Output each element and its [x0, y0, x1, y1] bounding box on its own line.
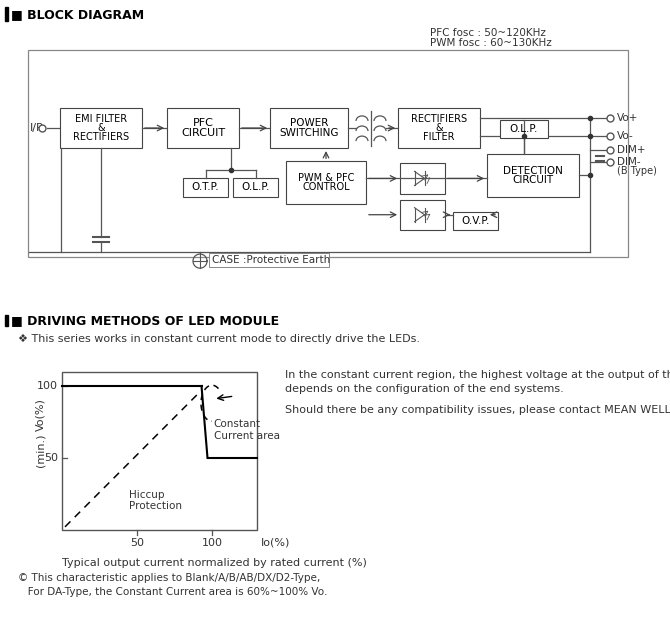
Bar — [233, 178, 278, 197]
Text: &: & — [97, 123, 105, 133]
Bar — [487, 154, 579, 197]
Text: POWER: POWER — [290, 118, 328, 128]
Text: PWM fosc : 60~130KHz: PWM fosc : 60~130KHz — [430, 38, 552, 48]
Text: EMI FILTER: EMI FILTER — [75, 114, 127, 124]
Text: PFC: PFC — [192, 118, 214, 128]
Bar — [400, 199, 445, 230]
Text: © This characteristic applies to Blank/A/B/AB/DX/D2-Type,: © This characteristic applies to Blank/A… — [18, 573, 320, 583]
Text: depends on the configuration of the end systems.: depends on the configuration of the end … — [285, 384, 563, 394]
Text: In the constant current region, the highest voltage at the output of the driver: In the constant current region, the high… — [285, 369, 670, 379]
Text: ❖ This series works in constant current mode to directly drive the LEDs.: ❖ This series works in constant current … — [18, 334, 420, 344]
Text: Vo-: Vo- — [617, 131, 634, 141]
Text: O.T.P.: O.T.P. — [192, 182, 219, 192]
Bar — [28, 51, 628, 257]
Bar — [500, 120, 548, 138]
Text: CONTROL: CONTROL — [302, 182, 350, 192]
Text: Typical output current normalized by rated current (%): Typical output current normalized by rat… — [62, 558, 367, 568]
Text: Should there be any compatibility issues, please contact MEAN WELL.: Should there be any compatibility issues… — [285, 404, 670, 414]
Text: RECTIFIERS: RECTIFIERS — [73, 132, 129, 142]
Text: (min.): (min.) — [35, 434, 45, 468]
Bar — [62, 372, 257, 530]
Text: 50: 50 — [130, 538, 144, 548]
Text: (B Type): (B Type) — [617, 166, 657, 176]
Text: CIRCUIT: CIRCUIT — [513, 175, 553, 185]
Text: ■ DRIVING METHODS OF LED MODULE: ■ DRIVING METHODS OF LED MODULE — [11, 314, 279, 327]
Text: ■ BLOCK DIAGRAM: ■ BLOCK DIAGRAM — [11, 8, 144, 21]
Text: CASE :Protective Earth: CASE :Protective Earth — [212, 255, 330, 265]
Text: Vo(%): Vo(%) — [35, 398, 45, 431]
Text: DIM-: DIM- — [617, 158, 641, 168]
Text: Io(%): Io(%) — [261, 538, 290, 548]
Bar — [209, 253, 329, 267]
Bar — [400, 163, 445, 194]
Bar — [453, 212, 498, 230]
Text: O.V.P.: O.V.P. — [462, 216, 490, 226]
Text: DIM+: DIM+ — [617, 145, 645, 155]
Bar — [270, 108, 348, 148]
Text: CIRCUIT: CIRCUIT — [181, 128, 225, 138]
Bar — [167, 108, 239, 148]
Bar — [60, 108, 142, 148]
Text: DETECTION: DETECTION — [503, 166, 563, 176]
Text: FILTER: FILTER — [423, 132, 455, 142]
Text: &: & — [436, 123, 443, 133]
Text: RECTIFIERS: RECTIFIERS — [411, 114, 467, 124]
Text: Constant
Current area: Constant Current area — [214, 419, 279, 441]
Bar — [5, 7, 8, 21]
Text: O.L.P.: O.L.P. — [510, 124, 538, 134]
Text: O.L.P.: O.L.P. — [241, 182, 270, 192]
Bar — [286, 161, 366, 204]
Text: SWITCHING: SWITCHING — [279, 127, 339, 138]
Text: 100: 100 — [37, 381, 58, 391]
Text: Vo+: Vo+ — [617, 113, 639, 123]
Text: 100: 100 — [202, 538, 222, 548]
Text: I/P: I/P — [30, 123, 44, 133]
Bar — [183, 178, 228, 197]
Text: PWM & PFC: PWM & PFC — [297, 173, 354, 183]
Text: PFC fosc : 50~120KHz: PFC fosc : 50~120KHz — [430, 28, 546, 38]
Text: For DA-Type, the Constant Current area is 60%~100% Vo.: For DA-Type, the Constant Current area i… — [18, 587, 328, 597]
Bar — [398, 108, 480, 148]
Text: 50: 50 — [44, 453, 58, 463]
Bar — [5, 314, 8, 326]
Text: Hiccup
Protection: Hiccup Protection — [129, 489, 182, 511]
